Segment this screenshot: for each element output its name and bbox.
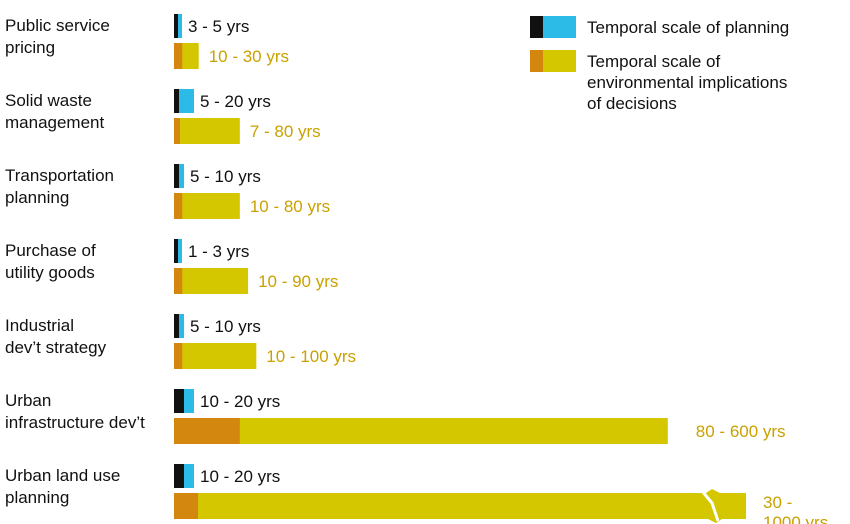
environmental-label: 10 - 90 yrs: [258, 272, 338, 291]
environmental-bar-max: [174, 118, 240, 144]
planning-label: 10 - 20 yrs: [200, 392, 280, 411]
environmental-bar-min: [174, 193, 183, 219]
environmental-label: 10 - 80 yrs: [250, 197, 330, 216]
environmental-bar-min: [174, 268, 183, 294]
environmental-bar-min: [174, 343, 183, 369]
category-row: Solid waste management 5 - 20 yrs 7 - 80 yr…: [5, 89, 321, 144]
environmental-bar-min: [174, 418, 240, 444]
environmental-label: 80 - 600 yrs: [696, 422, 786, 441]
planning-label: 5 - 20 yrs: [200, 92, 271, 111]
chart-rows: Public service pricing 3 - 5 yrs 10 - 30 yr…: [5, 14, 828, 524]
category-label: pricing: [5, 38, 55, 57]
category-label: utility goods: [5, 263, 95, 282]
category-label: planning: [5, 488, 69, 507]
environmental-bar-min: [174, 43, 183, 69]
category-label: dev’t strategy: [5, 338, 107, 357]
planning-label: 10 - 20 yrs: [200, 467, 280, 486]
legend-swatch-min: [530, 50, 543, 72]
environmental-bar-min: [174, 118, 180, 144]
environmental-label: 10 - 30 yrs: [209, 47, 289, 66]
category-label: management: [5, 113, 105, 132]
planning-bar-min: [174, 14, 178, 38]
legend-swatch-min: [530, 16, 543, 38]
category-row: Industrial dev’t strategy 5 - 10 yrs 10 - 1…: [5, 314, 356, 369]
category-label: Public service: [5, 16, 110, 35]
category-row: Urban land use planning 10 - 20 yrs 30 -100…: [5, 464, 828, 524]
legend-label: of decisions: [587, 94, 677, 113]
planning-label: 5 - 10 yrs: [190, 317, 261, 336]
category-row: Transportation planning 5 - 10 yrs 10 - 80 …: [5, 164, 330, 219]
category-label: infrastructure dev’t: [5, 413, 145, 432]
environmental-bar-max: [174, 418, 668, 444]
legend-item-planning: Temporal scale of planning: [530, 16, 789, 38]
planning-bar-min: [174, 314, 179, 338]
category-row: Urban infrastructure dev’t 10 - 20 yrs 80 -…: [5, 389, 786, 444]
category-row: Public service pricing 3 - 5 yrs 10 - 30 yr…: [5, 14, 289, 69]
planning-label: 5 - 10 yrs: [190, 167, 261, 186]
category-label: Transportation: [5, 166, 114, 185]
category-label: Solid waste: [5, 91, 92, 110]
planning-label: 3 - 5 yrs: [188, 17, 249, 36]
legend-label: Temporal scale of: [587, 52, 721, 71]
environmental-label: 7 - 80 yrs: [250, 122, 321, 141]
legend-label: environmental implications: [587, 73, 787, 92]
category-row: Purchase of utility goods 1 - 3 yrs 10 - 90…: [5, 239, 338, 294]
environmental-bar-max: [174, 343, 257, 369]
category-label: Urban: [5, 391, 51, 410]
environmental-bar-max: [174, 193, 240, 219]
axis-break-mark: [700, 490, 720, 522]
planning-bar-min: [174, 89, 179, 113]
environmental-bar-max: [174, 489, 746, 523]
planning-bar-min: [174, 239, 178, 263]
environmental-label: 30 -: [763, 493, 792, 512]
legend-label: Temporal scale of planning: [587, 18, 789, 37]
category-label: Urban land use: [5, 466, 120, 485]
category-label: planning: [5, 188, 69, 207]
category-label: Purchase of: [5, 241, 96, 260]
planning-label: 1 - 3 yrs: [188, 242, 249, 261]
legend-swatch-max: [543, 16, 576, 38]
environmental-label: 1000 yrs: [763, 513, 828, 524]
environmental-bar-max: [174, 268, 249, 294]
legend-swatch-max: [543, 50, 576, 72]
planning-bar-min: [174, 164, 179, 188]
legend: Temporal scale of planning Temporal scale…: [530, 16, 789, 113]
planning-bar-min: [174, 389, 184, 413]
planning-bar-min: [174, 464, 184, 488]
category-label: Industrial: [5, 316, 74, 335]
environmental-bar-min: [174, 493, 198, 519]
legend-item-environmental: Temporal scale of environmental implicati…: [530, 50, 787, 113]
environmental-label: 10 - 100 yrs: [266, 347, 356, 366]
